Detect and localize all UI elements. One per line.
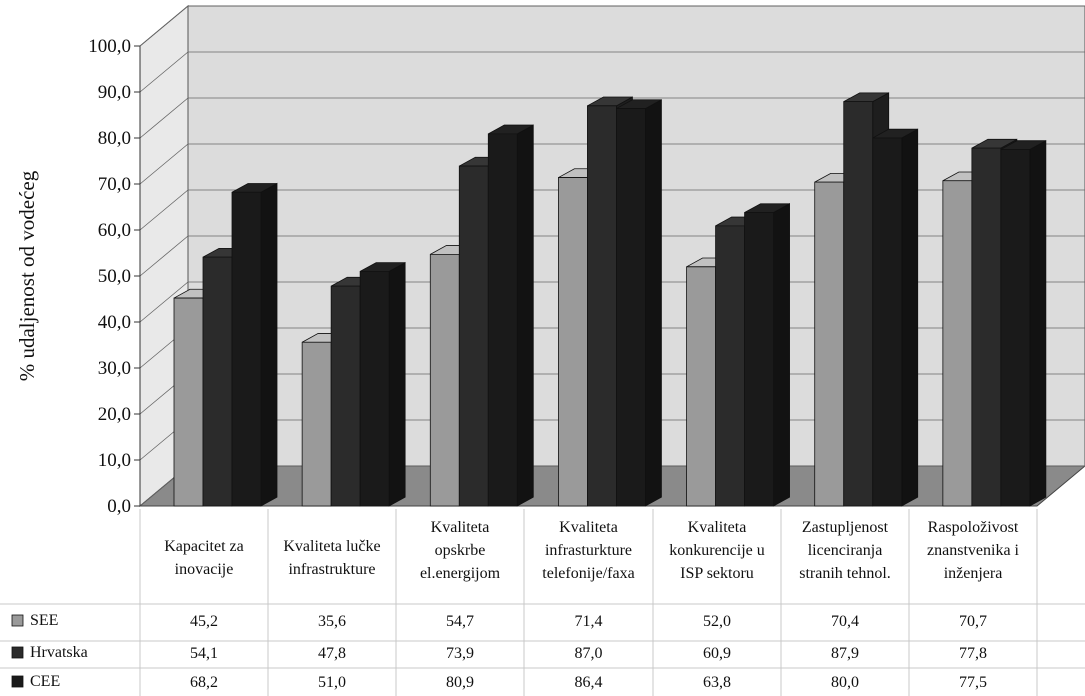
legend-label-see: SEE (30, 612, 58, 629)
category-label: Kapacitet za (164, 538, 244, 555)
category-label: ISP sektoru (680, 565, 754, 582)
gridline (139, 5, 1085, 47)
y-tick-label: 0,0 (107, 496, 131, 517)
data-label: 51,0 (318, 674, 346, 691)
category-label: Kvaliteta lučke (283, 538, 380, 555)
data-label: 60,9 (703, 645, 731, 662)
bar-cee-4 (616, 99, 662, 507)
category-label: Kvaliteta (431, 519, 490, 536)
category-label: licenciranja (808, 542, 883, 559)
data-label: 80,0 (831, 674, 859, 691)
y-tick-label: 80,0 (98, 128, 131, 149)
category-label: Kvaliteta (559, 519, 618, 536)
y-tick-label: 30,0 (98, 358, 131, 379)
legend-swatch-see (11, 614, 24, 627)
category-label: inženjera (944, 565, 1003, 582)
bar-cee-6 (872, 128, 919, 507)
y-tick-label: 90,0 (98, 82, 131, 103)
data-label: 68,2 (190, 674, 218, 691)
legend-label-cee: CEE (30, 673, 60, 690)
category-label: inovacije (175, 561, 234, 578)
category-label: stranih tehnol. (799, 565, 891, 582)
y-tick-label: 60,0 (98, 220, 131, 241)
category-label: opskrbe (435, 542, 486, 559)
category-label: Kvaliteta (688, 519, 747, 536)
data-label: 54,7 (446, 613, 474, 630)
data-label: 87,0 (575, 645, 603, 662)
data-label: 70,7 (959, 613, 987, 630)
bar-cee-5 (744, 203, 790, 507)
gridline (139, 97, 1085, 139)
legend-swatch-cee (11, 675, 24, 688)
y-tick-label: 10,0 (98, 450, 131, 471)
category-label: el.energijom (420, 565, 501, 582)
category-label: Raspoloživost (928, 519, 1019, 536)
data-label: 45,2 (190, 613, 218, 630)
data-label: 71,4 (575, 613, 603, 630)
data-label: 47,8 (318, 645, 346, 662)
legend-swatch-hrvatska (11, 646, 24, 659)
y-tick-label: 50,0 (98, 266, 131, 287)
gridline (139, 143, 1085, 185)
data-label: 35,6 (318, 613, 346, 630)
category-label: konkurencije u (669, 542, 765, 559)
data-label: 63,8 (703, 674, 731, 691)
gridline (139, 51, 1085, 93)
y-tick-label: 20,0 (98, 404, 131, 425)
category-label: Zastupljenost (802, 519, 889, 536)
y-tick-label: 70,0 (98, 174, 131, 195)
category-label: infrasturkture (545, 542, 632, 559)
y-tick-label: 40,0 (98, 312, 131, 333)
data-label: 86,4 (575, 674, 603, 691)
legend-label-hrvatska: Hrvatska (30, 644, 88, 661)
data-label: 77,5 (959, 674, 987, 691)
data-label: 87,9 (831, 645, 859, 662)
y-axis-title: % udaljenost od vodećeg (15, 170, 39, 381)
bar-cee-7 (1000, 140, 1047, 507)
bar-cee-1 (231, 182, 278, 507)
data-label: 80,9 (446, 674, 474, 691)
category-label: telefonije/faxa (542, 565, 634, 582)
bar-cee-2 (359, 261, 406, 507)
gridline (139, 189, 1085, 231)
category-label: infrastrukture (288, 561, 375, 578)
category-label: znanstvenika i (927, 542, 1020, 559)
data-label: 70,4 (831, 613, 859, 630)
data-label: 52,0 (703, 613, 731, 630)
data-label: 54,1 (190, 645, 218, 662)
y-tick-label: 100,0 (88, 36, 131, 57)
data-label: 73,9 (446, 645, 474, 662)
bar-cee-3 (487, 124, 534, 507)
data-label: 77,8 (959, 645, 987, 662)
